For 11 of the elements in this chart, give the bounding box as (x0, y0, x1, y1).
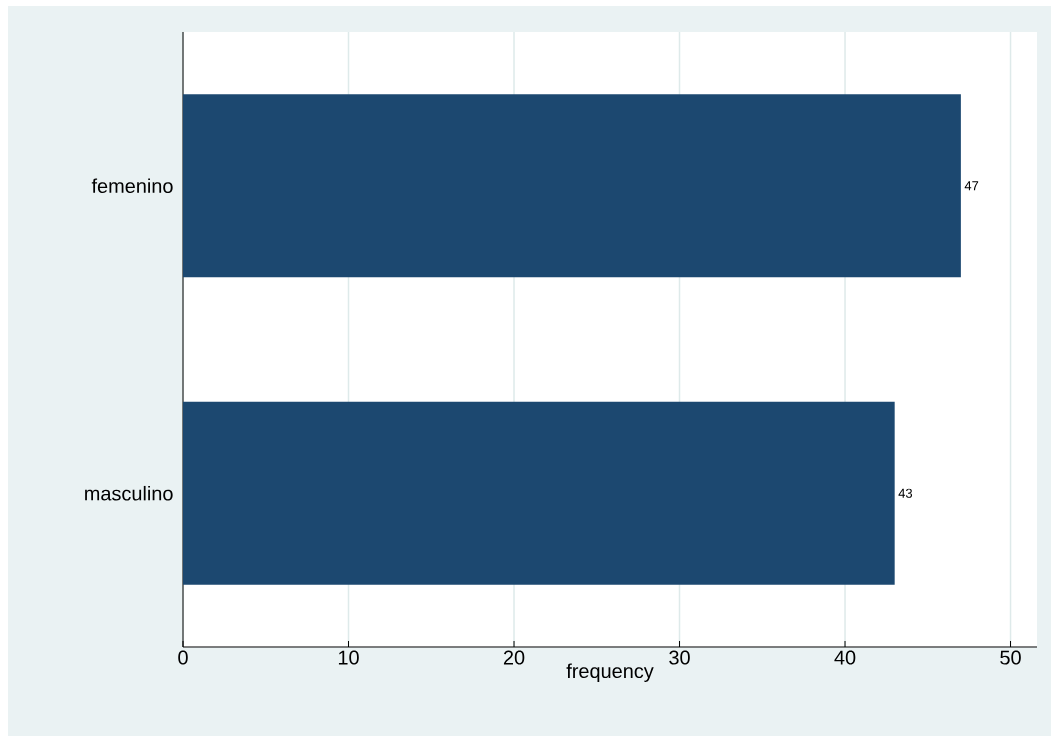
x-tick-label: 0 (178, 650, 188, 665)
y-tick-label: femenino (91, 178, 173, 194)
x-tick-label: 50 (1000, 650, 1021, 665)
data-label: 43 (898, 488, 913, 498)
x-tick-label: 40 (834, 650, 856, 665)
y-tick-label: masculino (85, 485, 173, 501)
x-tick-label: 20 (503, 650, 525, 665)
data-label: 47 (964, 181, 979, 191)
x-axis-title: frequency (566, 663, 654, 683)
x-tick-label: 30 (669, 650, 690, 665)
x-tick-label: 10 (338, 650, 359, 665)
